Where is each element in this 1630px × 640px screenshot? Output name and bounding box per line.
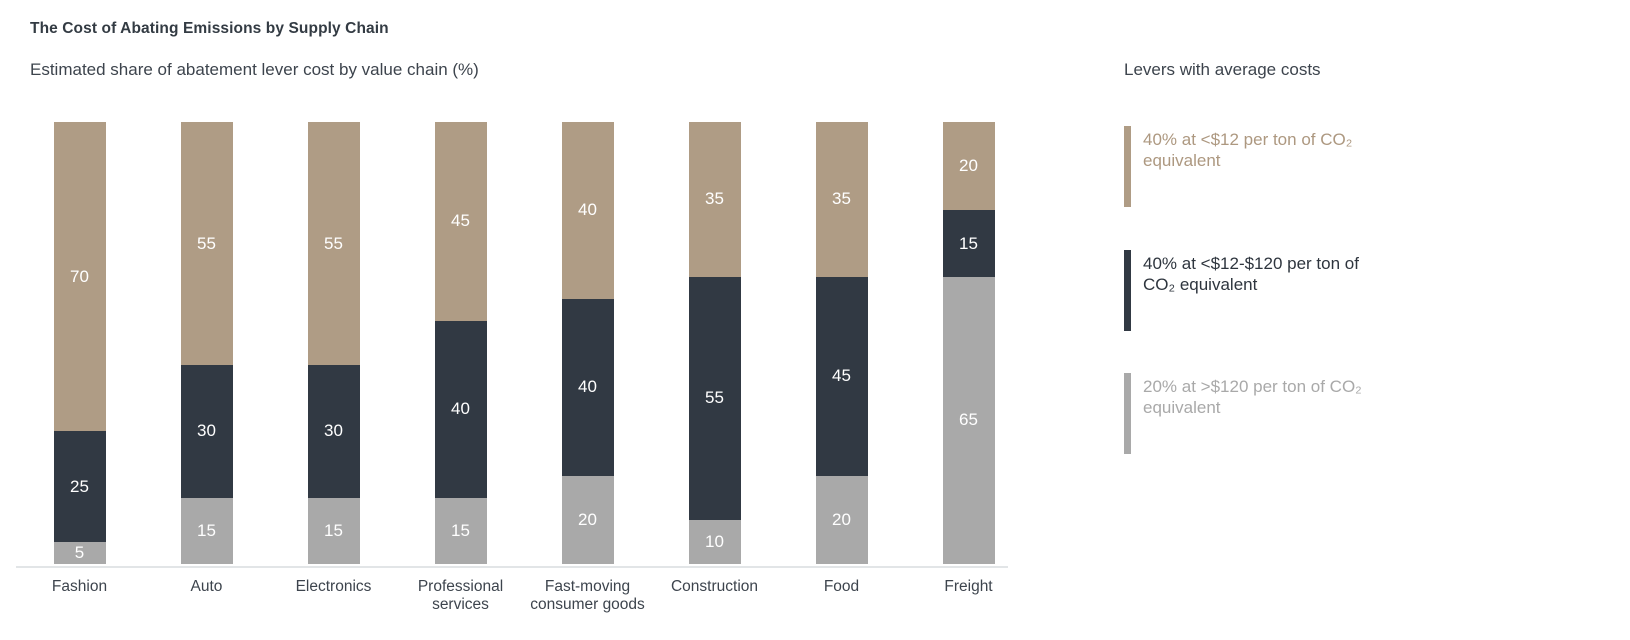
bar-value-label: 55 [705,388,724,408]
bar-column: 45 40 15 Professional services [397,122,524,615]
bar-value-label: 45 [832,366,851,386]
bar-segment: 70 [53,122,106,432]
bar-segment: 15 [307,497,360,564]
stacked-bar: 35 45 20 [815,122,868,564]
stacked-bar: 20 15 65 [942,122,995,564]
category-label: Auto [190,578,223,595]
bar-segment: 40 [434,320,487,498]
bar-segment: 15 [434,497,487,564]
bar-segment: 20 [815,475,868,564]
bar-value-label: 30 [324,421,343,441]
bar-value-label: 45 [451,211,470,231]
bar-segment: 25 [53,431,106,542]
bar-segment: 55 [180,122,233,366]
legend-swatch-gray [1124,373,1131,454]
bar-segment: 10 [688,519,741,564]
legend-item-high-cost: 20% at >$120 per ton of CO₂ equivalent [1124,373,1414,454]
bar-column: 40 40 20 Fast-moving consumer goods [524,122,651,615]
bar-segment: 55 [307,122,360,366]
bar-value-label: 15 [451,520,470,540]
bar-value-label: 20 [832,509,851,529]
bar-segment: 20 [942,122,995,211]
bar-column: 20 15 65 Freight [905,122,1032,615]
category-label: Food [823,578,860,595]
legend-header: Levers with average costs [1124,60,1321,79]
bar-value-label: 40 [578,200,597,220]
bar-value-label: 20 [959,156,978,176]
category-label: Fashion [51,578,108,595]
bar-segment: 40 [561,122,614,299]
bar-column: 70 25 5 Fashion [16,122,143,615]
legend: Levers with average costs 40% at <$12 pe… [1124,60,1414,454]
stacked-bar: 45 40 15 [434,122,487,564]
bar-segment: 65 [942,276,995,564]
bar-column: 35 45 20 Food [778,122,905,615]
legend-label: 20% at >$120 per ton of CO₂ equivalent [1143,377,1362,417]
bar-value-label: 15 [959,233,978,253]
bar-segment: 20 [561,475,614,564]
legend-swatch-dark [1124,250,1131,331]
bar-segment: 45 [434,122,487,321]
bar-column: 55 30 15 Auto [143,122,270,615]
bar-segment: 30 [307,365,360,498]
bar-value-label: 15 [197,520,216,540]
bar-segment: 15 [180,497,233,564]
bar-column: 55 30 15 Electronics [270,122,397,615]
category-label: Construction [670,578,758,595]
chart-subtitle: Estimated share of abatement lever cost … [30,60,479,79]
bar-segment: 5 [53,541,106,564]
legend-item-low-cost: 40% at <$12 per ton of CO₂ equivalent [1124,126,1414,207]
bar-value-label: 30 [197,421,216,441]
category-label: Electronics [295,578,372,595]
category-label: Professional services [417,578,504,614]
legend-label: 40% at <$12 per ton of CO₂ equivalent [1143,130,1353,170]
bar-segment: 55 [688,276,741,520]
stacked-bar: 35 55 10 [688,122,741,564]
bar-value-label: 10 [705,531,724,551]
bar-value-label: 55 [197,233,216,253]
bar-value-label: 20 [578,509,597,529]
stacked-bar: 70 25 5 [53,122,106,564]
bar-value-label: 65 [959,410,978,430]
bar-segment: 35 [815,122,868,277]
bar-value-label: 70 [70,266,89,286]
bar-value-label: 25 [70,476,89,496]
bar-segment: 35 [688,122,741,277]
bar-value-label: 35 [705,189,724,209]
category-label: Fast-moving consumer goods [530,578,645,614]
bar-segment: 15 [942,210,995,277]
bar-value-label: 35 [832,189,851,209]
bar-value-label: 5 [74,542,85,562]
stacked-bar: 55 30 15 [180,122,233,564]
bar-value-label: 15 [324,520,343,540]
category-label: Freight [944,578,993,595]
bar-value-label: 55 [324,233,343,253]
legend-item-mid-cost: 40% at <$12-$120 per ton of CO₂ equivale… [1124,250,1414,331]
stacked-bar: 40 40 20 [561,122,614,564]
x-axis-line [16,566,1008,568]
bar-segment: 45 [815,276,868,476]
legend-swatch-tan [1124,126,1131,207]
bar-value-label: 40 [578,377,597,397]
bar-column: 35 55 10 Construction [651,122,778,615]
chart-columns: 70 25 5 Fashion 55 30 15 Auto 55 30 15 Electronics 4… [16,122,1032,615]
legend-label: 40% at <$12-$120 per ton of CO₂ equivale… [1143,254,1359,294]
chart-title: The Cost of Abating Emissions by Supply … [30,20,389,37]
bar-value-label: 40 [451,399,470,419]
bar-segment: 30 [180,365,233,498]
bar-segment: 40 [561,298,614,476]
stacked-bar: 55 30 15 [307,122,360,564]
